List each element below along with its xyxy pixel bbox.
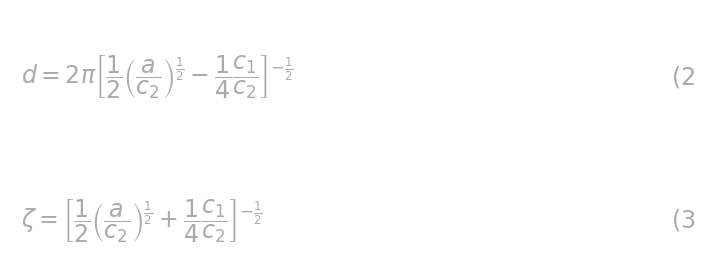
Text: $d = 2\pi\left[\dfrac{1}{2}\left(\dfrac{a}{c_2}\right)^{\frac{1}{2}}-\dfrac{1}{4: $d = 2\pi\left[\dfrac{1}{2}\left(\dfrac{…: [21, 53, 294, 101]
Text: (3: (3: [672, 209, 696, 233]
Text: (2: (2: [672, 65, 696, 89]
Text: $\zeta=\left[\dfrac{1}{2}\left(\dfrac{a}{c_2}\right)^{\frac{1}{2}}+\dfrac{1}{4}\: $\zeta=\left[\dfrac{1}{2}\left(\dfrac{a}…: [21, 197, 263, 245]
